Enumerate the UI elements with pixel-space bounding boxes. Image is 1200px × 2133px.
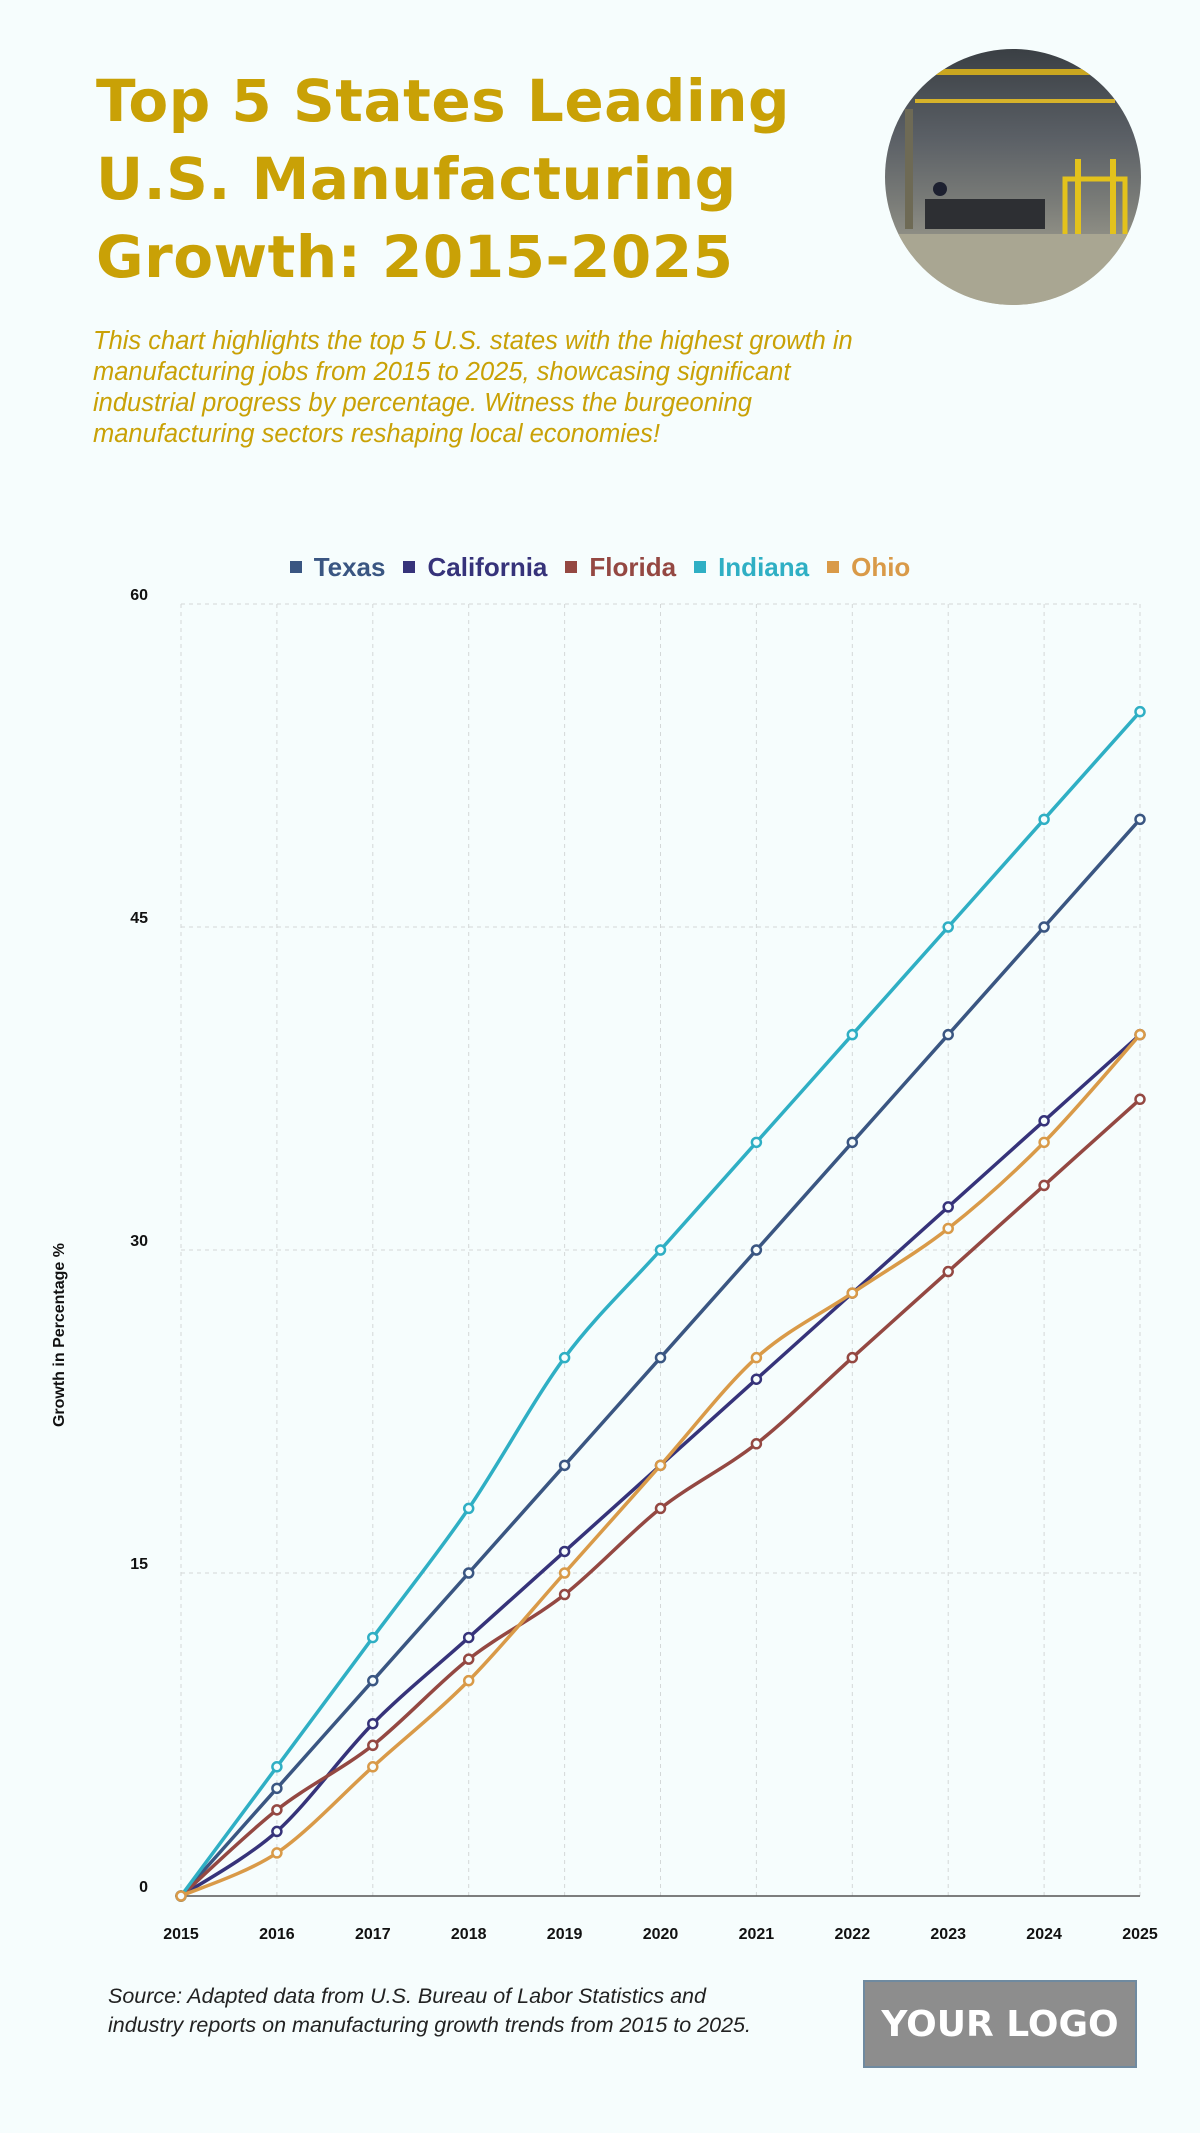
data-point-california: [271, 1825, 283, 1838]
legend-item-indiana[interactable]: Indiana: [694, 552, 809, 582]
data-point-ohio: [367, 1761, 379, 1773]
data-point-texas: [462, 1567, 475, 1579]
data-point-texas: [654, 1351, 667, 1364]
data-point-indiana: [558, 1351, 571, 1364]
x-tick-label: 2017: [355, 1926, 391, 1943]
x-tick-label: 2022: [835, 1926, 871, 1943]
data-point-ohio: [271, 1847, 283, 1859]
data-point-texas: [367, 1674, 379, 1687]
legend-label: California: [427, 552, 548, 582]
x-tick-label: 2015: [163, 1926, 199, 1943]
data-point-california: [558, 1545, 571, 1558]
data-point-florida: [271, 1804, 283, 1816]
y-tick-label: 15: [130, 1556, 148, 1573]
data-point-ohio: [1134, 1028, 1146, 1041]
data-point-florida: [462, 1653, 475, 1665]
legend-label: Indiana: [718, 552, 810, 582]
legend-swatch: [827, 561, 840, 574]
legend-label: Ohio: [851, 552, 911, 582]
x-tick-label: 2016: [259, 1926, 295, 1943]
factory-photo: [885, 49, 1141, 305]
legend-item-texas[interactable]: Texas: [289, 552, 386, 582]
source-note: Source: Adapted data from U.S. Bureau of…: [108, 1984, 751, 2037]
x-tick-label: 2021: [739, 1926, 775, 1943]
data-point-texas: [942, 1028, 954, 1041]
legend-swatch: [565, 561, 578, 574]
data-point-florida: [1038, 1179, 1050, 1192]
data-point-california: [367, 1717, 379, 1730]
x-tick-label: 2020: [643, 1926, 679, 1943]
x-tick-label: 2018: [451, 1926, 487, 1943]
data-point-indiana: [942, 921, 954, 933]
data-point-indiana: [271, 1761, 283, 1773]
y-tick-label: 60: [130, 587, 148, 604]
data-point-florida: [1134, 1093, 1146, 1106]
legend-label: Florida: [589, 552, 677, 582]
data-point-florida: [654, 1502, 667, 1515]
y-axis-label: Growth in Percentage %: [51, 1242, 68, 1428]
data-point-florida: [367, 1739, 379, 1752]
data-point-indiana: [462, 1502, 475, 1515]
page-title: Top 5 States Leading U.S. Manufacturing …: [96, 67, 791, 291]
data-point-texas: [271, 1782, 283, 1795]
data-point-california: [1038, 1115, 1050, 1127]
data-point-indiana: [654, 1244, 667, 1256]
data-point-indiana: [1134, 705, 1146, 718]
data-point-ohio: [750, 1351, 763, 1364]
y-tick-label: 30: [130, 1233, 148, 1250]
data-point-florida: [942, 1265, 954, 1278]
y-tick-label: 45: [130, 910, 148, 927]
data-point-texas: [846, 1136, 859, 1149]
data-point-texas: [558, 1459, 571, 1472]
data-point-indiana: [750, 1136, 763, 1149]
data-point-texas: [750, 1244, 763, 1256]
data-point-florida: [846, 1351, 859, 1364]
data-point-texas: [1038, 921, 1050, 933]
data-point-ohio: [1038, 1136, 1050, 1149]
legend-swatch: [694, 561, 707, 574]
legend-item-ohio[interactable]: Ohio: [827, 552, 910, 582]
x-tick-label: 2025: [1122, 1926, 1158, 1943]
legend-label: Texas: [313, 552, 386, 582]
logo-placeholder: YOUR LOGO: [863, 1980, 1137, 2068]
data-point-ohio: [846, 1287, 859, 1299]
legend-swatch: [289, 561, 302, 574]
legend-item-florida[interactable]: Florida: [565, 552, 676, 582]
x-tick-label: 2019: [547, 1926, 583, 1943]
legend-item-california[interactable]: California: [403, 552, 547, 582]
y-tick-label: 0: [139, 1879, 148, 1896]
data-point-ohio: [462, 1674, 475, 1687]
data-point-florida: [558, 1588, 571, 1601]
data-point-ohio: [654, 1459, 667, 1472]
chart-subtitle: This chart highlights the top 5 U.S. sta…: [93, 327, 853, 448]
chart-legend: Texas California Florida Indiana Ohio: [0, 552, 1200, 583]
data-point-california: [462, 1631, 475, 1644]
legend-swatch: [403, 561, 416, 574]
line-chart: 0 15 30 45 60 2015 2016 2017 2018 2019 2020 2021 202…: [130, 587, 1158, 1943]
data-point-indiana: [1038, 813, 1050, 826]
data-point-texas: [1134, 813, 1146, 826]
data-point-california: [942, 1201, 954, 1213]
data-point-florida: [750, 1438, 763, 1450]
data-point-ohio: [175, 1890, 187, 1902]
data-point-california: [750, 1373, 763, 1385]
data-point-indiana: [846, 1028, 859, 1041]
x-tick-label: 2024: [1026, 1926, 1062, 1943]
data-point-indiana: [367, 1631, 379, 1644]
data-point-ohio: [558, 1567, 571, 1579]
series-line-florida: [179, 1097, 1142, 1898]
x-tick-label: 2023: [930, 1926, 966, 1943]
data-point-ohio: [942, 1222, 954, 1235]
